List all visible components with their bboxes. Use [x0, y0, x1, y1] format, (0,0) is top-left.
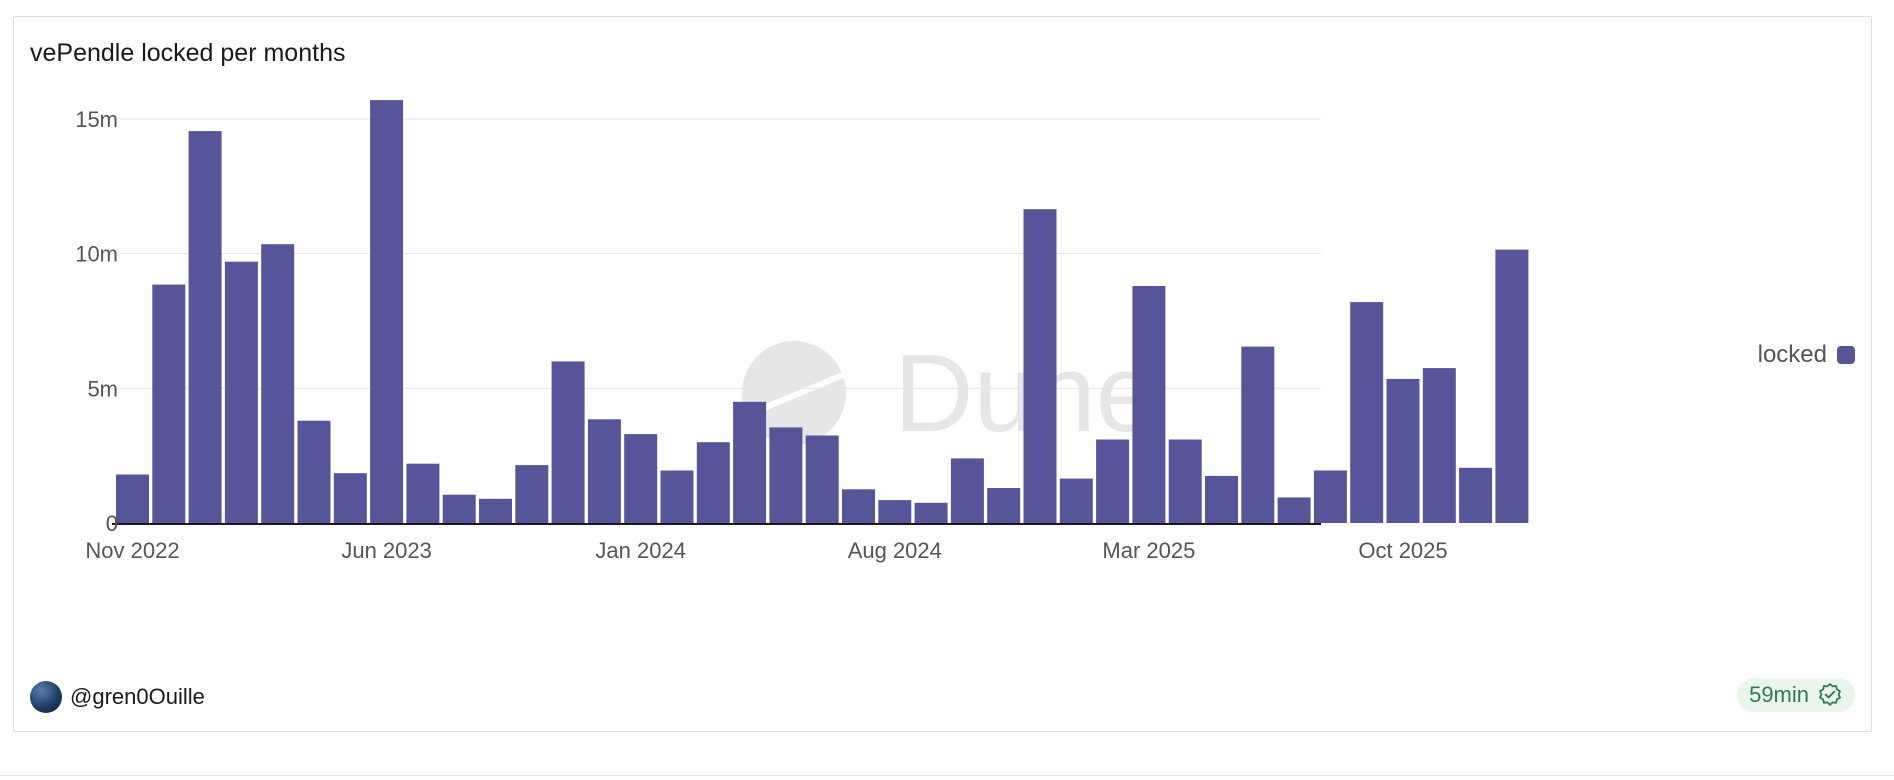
bar	[188, 131, 222, 523]
verified-badge-icon	[1819, 683, 1841, 706]
bar	[152, 284, 186, 523]
bar	[406, 463, 440, 523]
bar	[479, 498, 512, 523]
x-tick-label: Nov 2022	[85, 538, 179, 563]
y-tick-label: 5m	[87, 376, 118, 401]
bar	[842, 489, 875, 523]
bar	[1059, 478, 1093, 523]
bar	[1277, 497, 1311, 523]
bar	[660, 470, 694, 523]
bar	[442, 494, 476, 523]
bar	[116, 474, 149, 523]
y-tick-label: 10m	[75, 242, 118, 267]
dune-watermark: Dune	[740, 332, 1157, 455]
refresh-badge[interactable]: 59min	[1737, 678, 1855, 712]
author-name: @gren0Ouille	[70, 684, 205, 709]
y-tick-label: 15m	[75, 107, 118, 132]
bar	[333, 473, 367, 523]
bar	[950, 458, 984, 523]
chart-card: vePendle locked per months Dune 0 5m 10m 15…	[13, 16, 1872, 732]
bar	[1023, 209, 1057, 523]
legend-label: locked	[1757, 341, 1827, 368]
bar	[769, 427, 803, 523]
gridlines	[112, 118, 1321, 389]
bar	[1096, 439, 1130, 523]
bar-chart: Dune 0 5m 10m 15m Nov 2022 Jun 2023 Jan 2024 A…	[75, 100, 1529, 563]
refresh-time: 59min	[1749, 682, 1809, 707]
bar	[515, 465, 549, 523]
bars	[116, 100, 1529, 523]
legend[interactable]: locked	[1758, 341, 1855, 369]
bar	[224, 261, 258, 523]
bar	[1386, 378, 1420, 523]
user-avatar	[30, 681, 62, 713]
y-axis-labels: 0 5m 10m 15m	[75, 107, 118, 536]
bar	[1168, 439, 1202, 523]
bar	[1205, 475, 1238, 523]
author-link[interactable]: @gren0Ouille	[30, 681, 205, 713]
bar	[624, 434, 658, 523]
bar	[1495, 249, 1529, 523]
chart-title: vePendle locked per months	[30, 39, 346, 67]
x-tick-label: Oct 2025	[1358, 538, 1447, 563]
bar	[805, 435, 839, 523]
bar	[878, 500, 912, 523]
bar	[1313, 470, 1347, 523]
x-axis-labels: Nov 2022 Jun 2023 Jan 2024 Aug 2024 Mar 2025…	[85, 538, 1447, 563]
page-divider	[0, 775, 1894, 776]
bar	[370, 100, 404, 523]
bar	[733, 401, 767, 523]
legend-swatch	[1837, 346, 1855, 364]
bar	[261, 244, 295, 523]
bar	[1350, 302, 1384, 523]
bar	[914, 502, 948, 523]
x-tick-label: Aug 2024	[848, 538, 942, 563]
x-tick-label: Jan 2024	[595, 538, 686, 563]
y-tick-label: 0	[106, 511, 118, 536]
bar	[1459, 467, 1493, 523]
bar	[587, 419, 621, 523]
x-tick-label: Jun 2023	[341, 538, 432, 563]
bar	[1132, 286, 1166, 523]
bar	[987, 488, 1021, 523]
bar	[1241, 346, 1275, 523]
bar	[1422, 368, 1456, 523]
bar	[696, 442, 730, 523]
x-tick-label: Mar 2025	[1102, 538, 1195, 563]
bar	[297, 420, 331, 523]
bar	[551, 361, 585, 523]
